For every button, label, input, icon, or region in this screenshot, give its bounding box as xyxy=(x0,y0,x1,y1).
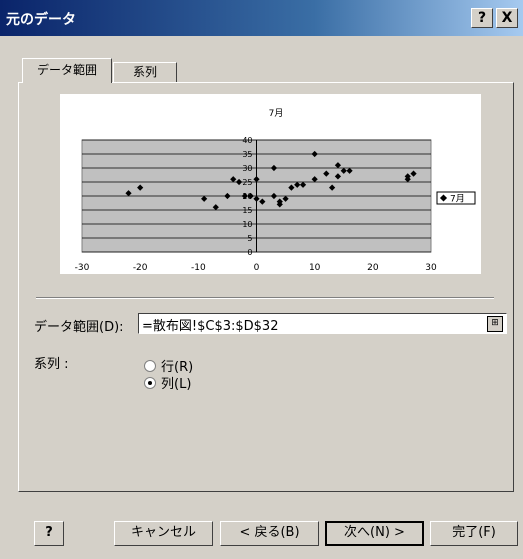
data-point xyxy=(311,150,318,158)
help-button[interactable]: ? xyxy=(34,521,64,546)
legend-label: 7月 xyxy=(450,194,465,205)
data-range-value: =散布図!$C$3:$D$32 xyxy=(142,319,279,334)
x-tick-label: 10 xyxy=(309,263,321,273)
tab-series[interactable]: 系列 xyxy=(113,62,177,83)
data-point xyxy=(253,195,260,202)
help-title-button[interactable]: ? xyxy=(471,8,493,28)
x-tick-label: -20 xyxy=(133,263,148,273)
series-in-label: 系列 : xyxy=(34,357,69,372)
y-tick-label: 40 xyxy=(242,136,252,145)
title-bar: 元のデータ ? X xyxy=(0,0,523,36)
data-point xyxy=(230,176,237,183)
data-point xyxy=(288,184,295,191)
x-tick-label: -10 xyxy=(191,263,206,273)
separator xyxy=(36,297,494,299)
y-tick-label: 35 xyxy=(242,150,252,159)
tab-series-label: 系列 xyxy=(132,65,157,79)
column-radio-label[interactable]: 列(L) xyxy=(161,377,192,392)
x-tick-label: -30 xyxy=(75,263,90,273)
data-range-label: データ範囲(D): xyxy=(34,320,124,335)
y-tick-label: 25 xyxy=(242,178,252,187)
row-radio[interactable] xyxy=(144,360,156,372)
row-radio-label[interactable]: 行(R) xyxy=(161,360,194,375)
y-tick-label: 5 xyxy=(247,234,252,243)
y-tick-label: 10 xyxy=(242,220,252,229)
y-tick-label: 0 xyxy=(247,248,252,257)
chart-title: 7月 xyxy=(269,108,284,119)
data-point xyxy=(253,176,260,183)
legend-marker xyxy=(439,194,448,202)
chart-legend: 7月 xyxy=(436,191,476,205)
data-point xyxy=(235,178,243,186)
tab-data-range[interactable]: データ範囲 xyxy=(22,58,112,83)
x-tick-label: 0 xyxy=(254,263,260,273)
finish-button[interactable]: 完了(F) xyxy=(430,521,518,546)
data-point xyxy=(247,192,254,200)
x-tick-label: 20 xyxy=(367,263,379,273)
data-point xyxy=(299,181,307,188)
tab-data-range-label: データ範囲 xyxy=(36,63,97,77)
x-tick-label: 30 xyxy=(425,263,437,273)
data-point xyxy=(241,192,248,200)
next-button[interactable]: 次へ(N) > xyxy=(325,521,424,546)
y-tick-label: 15 xyxy=(242,206,252,215)
data-range-input[interactable]: =散布図!$C$3:$D$32 ⊞ xyxy=(138,313,507,334)
y-tick-label: 30 xyxy=(242,164,252,173)
range-picker-icon[interactable]: ⊞ xyxy=(487,316,503,332)
data-point xyxy=(201,195,208,202)
back-button[interactable]: < 戻る(B) xyxy=(220,521,319,546)
tab-panel xyxy=(18,82,514,492)
column-radio[interactable] xyxy=(144,377,156,389)
close-button[interactable]: X xyxy=(496,8,518,28)
cancel-button[interactable]: キャンセル xyxy=(114,521,213,546)
window-title: 元のデータ xyxy=(6,12,76,28)
